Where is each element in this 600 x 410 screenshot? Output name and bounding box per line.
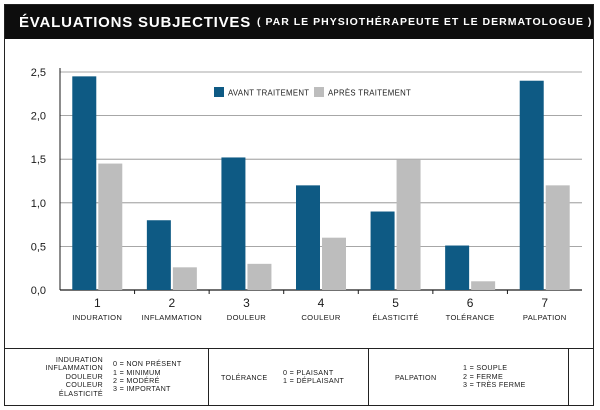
- scale-group-general-labels: INDURATION INFLAMMATION DOULEUR COULEUR ÉLAS…: [5, 354, 103, 398]
- x-tick-label: ÉLASTICITÉ: [372, 313, 418, 322]
- scale-value-item: 3 = TRÈS FERME: [463, 380, 526, 390]
- legend-swatch-avant: [214, 87, 224, 97]
- x-tick-number: 4: [318, 296, 325, 310]
- y-tick-label: 1,5: [31, 154, 46, 166]
- bar-avant: [519, 80, 544, 290]
- bar-avant: [445, 245, 470, 290]
- scale-group-tolerance: TOLÉRANCE 0 = PLAISANT 1 = DÉPLAISANT: [209, 349, 369, 405]
- bar-avant: [72, 76, 97, 290]
- bar-apres: [322, 237, 346, 290]
- x-tick-label: COULEUR: [301, 313, 340, 322]
- bar-avant: [296, 185, 320, 290]
- scale-criterion-label: INDURATION: [55, 354, 103, 364]
- chart-subtitle: ( PAR LE PHYSIOTHÉRAPEUTE ET LE DERMATOL…: [257, 16, 593, 28]
- y-tick-label: 2,0: [31, 111, 46, 123]
- scale-value-item: 3 = IMPORTANT: [113, 384, 171, 394]
- x-tick-label: INFLAMMATION: [142, 313, 202, 322]
- bar-apres: [471, 281, 496, 290]
- scale-value-item: 2 = MODÉRÉ: [113, 376, 160, 385]
- y-tick-label: 1,0: [31, 198, 46, 210]
- bar-chart: 0,0 0,5 1,0 1,5 2,0 2,5 1 INDURATION 2 INFLAMMATI…: [31, 67, 582, 322]
- bar-apres: [247, 263, 272, 290]
- x-tick-number: 6: [467, 296, 474, 310]
- scale-criterion-label: COULEUR: [65, 380, 103, 390]
- x-tick-number: 3: [243, 296, 250, 310]
- bar-apres: [98, 163, 123, 290]
- bar-avant: [146, 220, 171, 290]
- legend-label: APRÈS TRAITEMENT: [328, 89, 411, 98]
- chart-header: ÉVALUATIONS SUBJECTIVES ( PAR LE PHYSIOT…: [5, 5, 593, 39]
- bar-avant: [221, 157, 246, 290]
- scale-group-palpation: PALPATION 1 = SOUPLE 2 = FERME 3 = TRÈS FE…: [369, 349, 569, 405]
- scale-value-item: 1 = DÉPLAISANT: [283, 376, 345, 385]
- scale-criterion-label: DOULEUR: [65, 371, 103, 381]
- y-tick-label: 0,0: [31, 285, 46, 297]
- scale-group-tolerance-label: TOLÉRANCE: [221, 372, 268, 382]
- scale-group-palpation-values: 1 = SOUPLE 2 = FERME 3 = TRÈS FERME: [463, 363, 526, 390]
- scale-table: INDURATION INFLAMMATION DOULEUR COULEUR ÉLAS…: [4, 348, 594, 406]
- scale-group-general-values: 0 = NON PRÉSENT 1 = MINIMUM 2 = MODÉRÉ 3 = …: [113, 359, 182, 394]
- scale-value-item: 1 = MINIMUM: [113, 367, 161, 377]
- y-tick-label: 0,5: [31, 241, 46, 253]
- y-tick-label: 2,5: [31, 67, 46, 79]
- scale-criterion-label: ÉLASTICITÉ: [58, 388, 103, 398]
- x-tick-label: INDURATION: [72, 313, 122, 322]
- bar-avant: [370, 211, 395, 290]
- scale-value-item: 2 = FERME: [463, 371, 504, 381]
- x-tick-number: 2: [169, 296, 176, 310]
- scale-value-item: 1 = SOUPLE: [463, 363, 508, 373]
- chart-title: ÉVALUATIONS SUBJECTIVES: [19, 13, 252, 31]
- scale-group-empty: [569, 349, 593, 405]
- bar-apres: [172, 267, 197, 290]
- scale-group-tolerance-values: 0 = PLAISANT 1 = DÉPLAISANT: [283, 367, 345, 386]
- legend-label: AVANT TRAITEMENT: [228, 89, 309, 98]
- scale-value-item: 0 = PLAISANT: [283, 367, 334, 377]
- x-tick-number: 1: [94, 296, 101, 310]
- x-tick-label: TOLÉRANCE: [446, 313, 495, 322]
- bar-apres: [545, 185, 570, 290]
- scale-group-palpation-label: PALPATION: [395, 372, 437, 382]
- legend-swatch-apres: [314, 87, 324, 97]
- scale-value-item: 0 = NON PRÉSENT: [113, 359, 182, 369]
- x-tick-number: 7: [541, 296, 548, 310]
- scale-group-general: INDURATION INFLAMMATION DOULEUR COULEUR ÉLAS…: [5, 349, 209, 405]
- x-tick-number: 5: [392, 296, 399, 310]
- x-tick-label: PALPATION: [523, 313, 567, 322]
- bar-apres: [396, 159, 421, 290]
- scale-criterion-label: INFLAMMATION: [45, 363, 103, 373]
- x-tick-label: DOULEUR: [227, 313, 266, 322]
